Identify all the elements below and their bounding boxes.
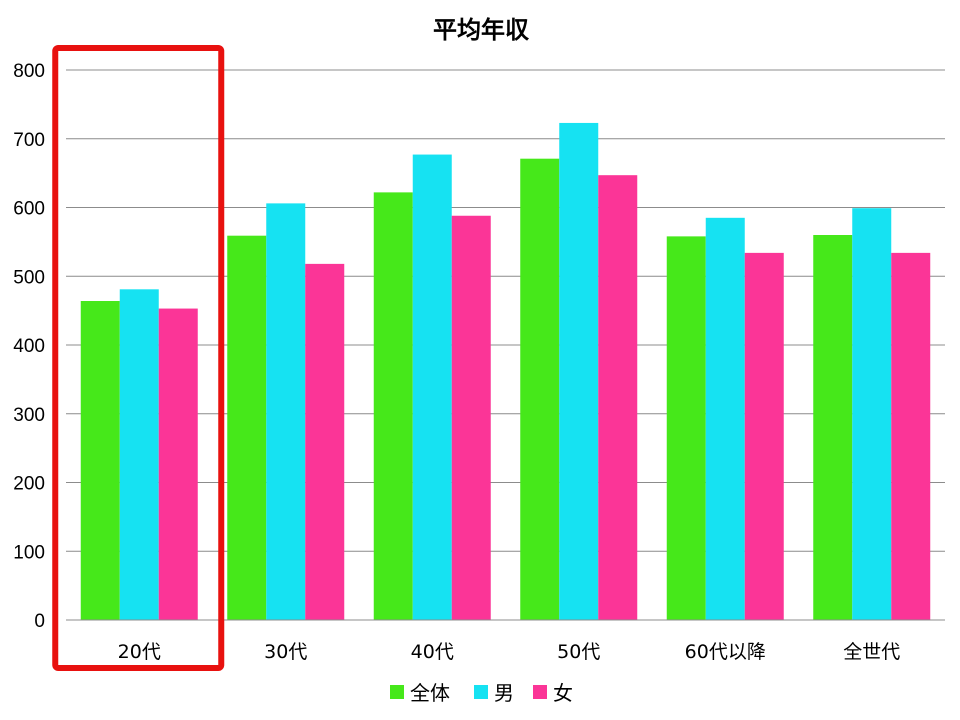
bar-全体-30代 [227,235,267,620]
bar-男-60代以降 [705,217,745,620]
y-tick-label: 600 [13,199,45,220]
bar-全体-40代 [373,192,413,620]
y-tick-label: 0 [34,611,45,632]
bar-女-全世代 [891,252,931,620]
highlight-box [52,45,225,671]
legend-swatch [533,685,547,699]
legend-swatch [474,685,488,699]
bar-男-40代 [412,154,452,620]
bar-全体-60代以降 [666,236,706,620]
y-tick-label: 300 [13,405,45,426]
highlight-rectangle [52,45,225,671]
x-tick-label: 60代以降 [685,641,766,663]
bar-全体-50代 [520,158,560,620]
bar-男-20代 [119,289,159,620]
legend: 全体 男 女 [390,681,573,705]
bar-男-30代 [266,203,306,620]
y-tick-label: 100 [13,542,45,563]
x-tick-label: 30代 [264,641,307,663]
bar-女-40代 [451,215,491,620]
bar-女-20代 [158,308,198,620]
chart-title: 平均年収 [433,16,530,44]
bars [80,122,931,620]
y-tick-label: 500 [13,267,45,288]
x-tick-label: 50代 [557,641,600,663]
legend-swatch [390,685,404,699]
legend-label: 全体 [410,681,450,705]
gridlines [66,69,945,552]
y-tick-label: 800 [13,61,45,82]
y-tick-label: 200 [13,474,45,495]
bar-女-30代 [305,263,345,620]
bar-全体-20代 [80,301,120,620]
y-tick-label: 700 [13,130,45,151]
y-axis: 0 100 200 300 400 500 600 700 800 [13,61,45,632]
bar-全体-全世代 [813,235,853,620]
bar-女-60代以降 [744,252,784,620]
bar-女-50代 [598,175,638,620]
legend-label: 女 [553,681,573,705]
y-tick-label: 400 [13,336,45,357]
bar-男-50代 [559,122,599,620]
legend-label: 男 [494,681,514,705]
x-tick-label: 20代 [118,641,161,663]
x-tick-label: 全世代 [843,641,900,663]
x-tick-label: 40代 [411,641,454,663]
x-axis: 20代 30代 40代 50代 60代以降 全世代 [66,619,945,663]
bar-男-全世代 [852,208,892,620]
